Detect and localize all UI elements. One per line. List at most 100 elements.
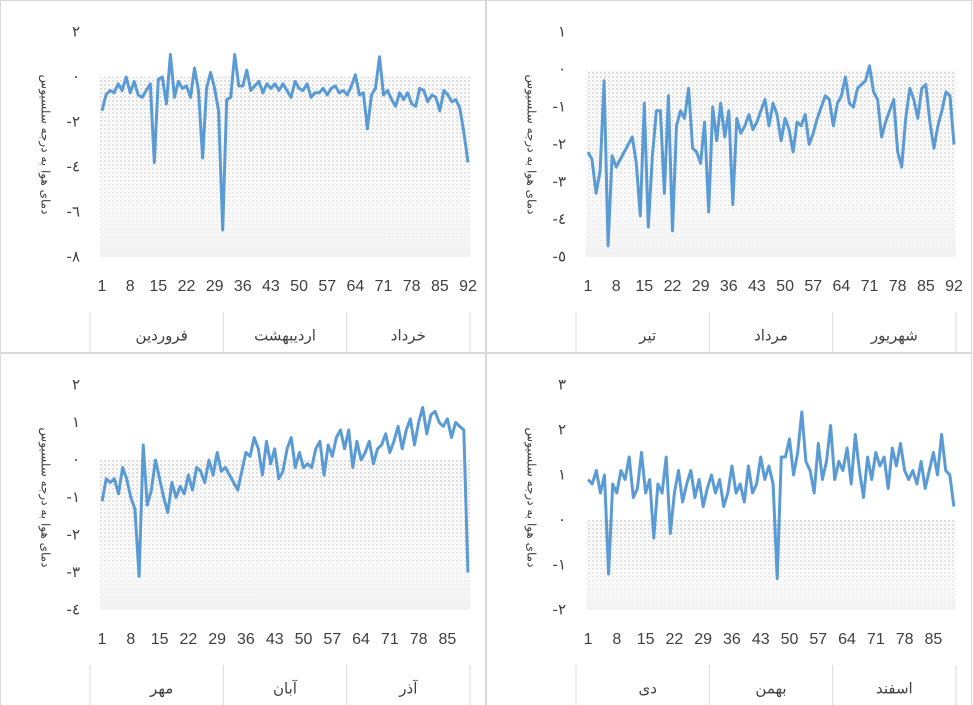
x-tick-label: 43 [752, 631, 770, 648]
x-tick-label: 15 [151, 631, 169, 648]
y-tick-label: -٢ [553, 135, 566, 153]
x-tick-label: 43 [262, 278, 280, 295]
y-tick-label: ٠ [72, 451, 80, 469]
y-tick-label: ٠ [558, 60, 566, 78]
x-tick-label: 85 [924, 631, 942, 648]
x-tick-label: 85 [917, 278, 935, 295]
x-tick-label: 36 [237, 631, 255, 648]
y-tick-label: -٢ [553, 601, 566, 619]
data-line [586, 64, 956, 248]
data-line [586, 410, 956, 580]
x-tick-label: 29 [208, 631, 226, 648]
y-tick-label: -١ [67, 488, 80, 506]
x-tick-label: 85 [431, 278, 449, 295]
x-tick-label: 57 [323, 631, 341, 648]
x-tick-label: 78 [410, 631, 428, 648]
x-tick-label: 43 [266, 631, 284, 648]
shaded-area-fade [100, 77, 470, 257]
x-tick-label: 22 [179, 631, 197, 648]
x-tick-label: 15 [149, 278, 167, 295]
chart-panel: دمای هوا به درجه سلسیوس ٢ ٠ -٢ -٤ -٦ -٨ 1 8 15 22 2… [0, 0, 486, 353]
group-label: خرداد [391, 327, 426, 345]
y-axis-title: دمای هوا به درجه سلسیوس [38, 75, 53, 215]
x-tick-label: 1 [584, 631, 593, 648]
panel-border [486, 353, 972, 705]
x-tick-label: 78 [896, 631, 914, 648]
x-tick-label: 57 [318, 278, 336, 295]
x-tick-label: 15 [635, 278, 653, 295]
x-tick-label: 22 [665, 631, 683, 648]
x-tick-label: 92 [945, 278, 963, 295]
x-tick-label: 8 [612, 631, 621, 648]
x-tick-label: 8 [612, 278, 621, 295]
x-tick-label: 71 [381, 631, 399, 648]
x-tick-label: 8 [126, 631, 135, 648]
group-label: دی [638, 680, 656, 698]
group-label: آبان [273, 680, 298, 698]
x-tick-label: 85 [438, 631, 456, 648]
group-label: اردیبهشت [254, 327, 316, 345]
x-tick-label: 92 [459, 278, 477, 295]
x-tick-label: 29 [692, 278, 710, 295]
panel-border [0, 0, 486, 353]
x-tick-label: 8 [126, 278, 135, 295]
shaded-area-fade [100, 460, 470, 610]
y-tick-label: ٠ [72, 68, 80, 86]
chart-panel: دمای هوا به درجه سلسیوس ١ ٠ -١ -٢ -٣ -٤ -٥ 1 8 15 2… [486, 0, 972, 353]
y-tick-label: -٤ [553, 210, 566, 228]
y-tick-label: ١ [558, 23, 566, 41]
chart-panel: دمای هوا به درجه سلسیوس ٢ ١ ٠ -١ -٢ -٣ -٤ 1 8 15 22… [0, 353, 486, 705]
y-tick-label: ٢ [558, 421, 566, 439]
group-label: تیر [638, 327, 656, 345]
x-tick-label: 1 [584, 278, 593, 295]
x-tick-label: 64 [832, 278, 850, 295]
shaded-area-fade [586, 520, 956, 610]
y-tick-label: ٣ [558, 376, 566, 394]
y-tick-label: ٠ [558, 511, 566, 529]
x-tick-label: 64 [838, 631, 856, 648]
x-tick-label: 71 [867, 631, 885, 648]
data-line [100, 406, 470, 578]
x-tick-label: 71 [861, 278, 879, 295]
y-tick-label: -٦ [67, 203, 80, 221]
x-tick-label: 43 [748, 278, 766, 295]
x-tick-label: 29 [694, 631, 712, 648]
x-tick-label: 50 [776, 278, 794, 295]
y-tick-label: ١ [558, 466, 566, 484]
y-tick-label: -١ [553, 556, 566, 574]
y-tick-label: -٤ [67, 601, 80, 619]
data-line [100, 53, 470, 232]
y-tick-label: -٣ [553, 173, 566, 191]
x-tick-label: 64 [346, 278, 364, 295]
group-label: آذر [398, 680, 418, 698]
chart-panel: دمای هوا به درجه سلسیوس ٣ ٢ ١ ٠ -١ -٢ 1 8 15 22 29 3… [486, 353, 972, 705]
x-tick-label: 1 [98, 631, 107, 648]
y-tick-label: -٥ [553, 248, 566, 266]
y-axis-title: دمای هوا به درجه سلسیوس [524, 75, 539, 215]
x-tick-label: 50 [781, 631, 799, 648]
group-label: بهمن [755, 680, 786, 698]
x-tick-label: 78 [403, 278, 421, 295]
group-label: اسفند [876, 680, 913, 698]
x-tick-label: 57 [809, 631, 827, 648]
y-tick-label: ٢ [72, 23, 80, 41]
x-tick-label: 22 [178, 278, 196, 295]
x-tick-label: 71 [375, 278, 393, 295]
panel-border [0, 353, 486, 705]
y-tick-label: ٢ [72, 376, 80, 394]
x-tick-label: 50 [290, 278, 308, 295]
x-tick-label: 29 [206, 278, 224, 295]
x-tick-label: 36 [723, 631, 741, 648]
y-tick-label: -٢ [67, 526, 80, 544]
y-axis-title: دمای هوا به درجه سلسیوس [38, 428, 53, 568]
x-tick-label: 1 [98, 278, 107, 295]
x-tick-label: 22 [664, 278, 682, 295]
y-tick-label: -٤ [67, 158, 80, 176]
panel-border [486, 0, 972, 353]
y-tick-label: ١ [72, 413, 80, 431]
group-label: مهر [149, 680, 173, 698]
y-tick-label: -٢ [67, 113, 80, 131]
y-axis-title: دمای هوا به درجه سلسیوس [524, 428, 539, 568]
x-tick-label: 36 [234, 278, 252, 295]
